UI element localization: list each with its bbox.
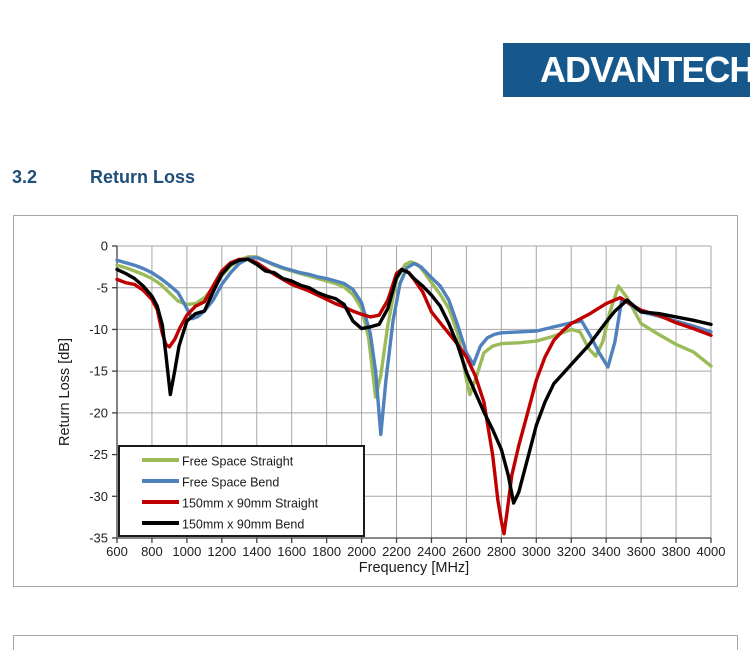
legend-label: Free Space Bend <box>182 475 280 490</box>
y-tick-label: -30 <box>89 489 108 504</box>
x-tick-label: 1400 <box>242 544 271 559</box>
y-tick-label: -25 <box>89 447 108 462</box>
chart-legend: Free Space Straight Free Space Bend 150m… <box>118 445 365 537</box>
legend-line-sample <box>142 521 179 526</box>
advantech-logo: ADVANTECH <box>503 43 750 97</box>
x-tick-label: 1800 <box>312 544 341 559</box>
x-tick-label: 3600 <box>627 544 656 559</box>
y-tick-label: -35 <box>89 531 108 546</box>
x-tick-label: 2800 <box>487 544 516 559</box>
next-figure-box <box>13 635 738 650</box>
legend-label: Free Space Straight <box>182 454 294 469</box>
y-tick-label: -20 <box>89 405 108 420</box>
legend-label: 150mm x 90mm Bend <box>182 517 305 532</box>
y-tick-label: -5 <box>96 280 108 295</box>
page-title: Return Loss <box>90 167 196 187</box>
y-tick-label: -10 <box>89 322 108 337</box>
x-tick-label: 2000 <box>347 544 376 559</box>
x-tick-label: 3400 <box>592 544 621 559</box>
series-line-free-space-bend <box>115 256 713 437</box>
x-axis-title: Frequency [MHz] <box>358 560 470 576</box>
x-tick-label: 2600 <box>452 544 481 559</box>
return-loss-figure: 0 -5 -10 -15 -20 -25 -30 -35 600 800 1000 1200 1400 1… <box>13 215 738 587</box>
legend-line-sample <box>142 458 179 463</box>
y-axis-title: Return Loss [dB] <box>57 338 73 446</box>
section-heading: 3.2 Return Loss <box>12 167 195 188</box>
legend-item: Free Space Bend <box>120 472 363 493</box>
legend-label: 150mm x 90mm Straight <box>182 496 319 511</box>
x-tick-label: 4000 <box>697 544 726 559</box>
section-number: 3.2 <box>12 167 38 187</box>
legend-item: 150mm x 90mm Straight <box>120 493 363 514</box>
y-tick-label: -15 <box>89 364 108 379</box>
legend-item: Free Space Straight <box>120 451 363 472</box>
x-tick-label: 1000 <box>172 544 201 559</box>
x-tick-label: 1600 <box>277 544 306 559</box>
legend-line-sample <box>142 479 179 484</box>
x-tick-label: 2400 <box>417 544 446 559</box>
legend-line-sample <box>142 500 179 505</box>
x-tick-label: 2200 <box>382 544 411 559</box>
x-tick-label: 3200 <box>557 544 586 559</box>
x-tick-label: 3000 <box>522 544 551 559</box>
series-line-150mm-x-90mm-straight <box>115 257 713 536</box>
advantech-logo-text: ADVANTECH <box>540 49 750 90</box>
x-tick-label: 1200 <box>207 544 236 559</box>
legend-item: 150mm x 90mm Bend <box>120 514 363 535</box>
series-line-150mm-x-90mm-bend <box>115 257 713 505</box>
x-tick-label: 600 <box>106 544 128 559</box>
x-tick-label: 3800 <box>662 544 691 559</box>
y-tick-label: 0 <box>101 239 108 254</box>
x-tick-label: 800 <box>141 544 163 559</box>
